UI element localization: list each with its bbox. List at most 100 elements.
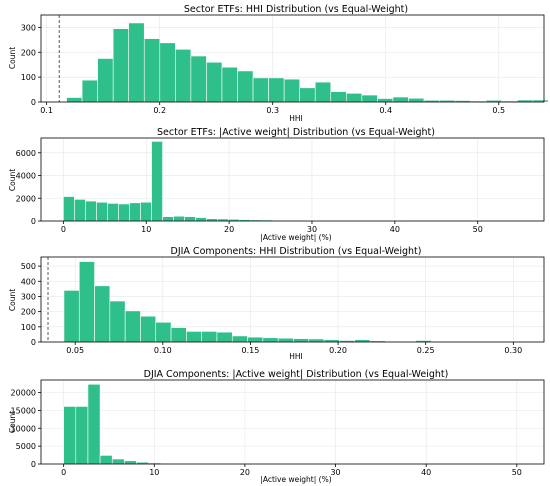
chart-title: Sector ETFs: HHI Distribution (vs Equal-… bbox=[184, 4, 408, 15]
histogram-bar bbox=[124, 460, 137, 465]
x-tick-label: 0 bbox=[61, 225, 66, 234]
x-tick-label: 0.4 bbox=[379, 106, 392, 115]
histogram-bar bbox=[140, 201, 152, 222]
histogram-bar bbox=[283, 78, 300, 103]
histogram-bar bbox=[173, 215, 185, 222]
histogram-bar bbox=[159, 42, 176, 103]
chart-title: Sector ETFs: |Active weight| Distributio… bbox=[157, 127, 435, 138]
histogram-bar bbox=[268, 77, 285, 103]
x-tick-label: 40 bbox=[390, 225, 400, 234]
histogram-bar bbox=[155, 321, 172, 343]
x-axis-label: |Active weight| (%) bbox=[260, 475, 331, 484]
histogram-bar bbox=[112, 28, 130, 103]
y-tick-label: 100 bbox=[21, 323, 36, 332]
panel-sector-hhi: Sector ETFs: HHI Distribution (vs Equal-… bbox=[8, 4, 549, 123]
histogram-bar bbox=[345, 93, 363, 103]
histogram-bar bbox=[63, 196, 75, 222]
x-tick-label: 40 bbox=[421, 468, 431, 477]
y-tick-label: 300 bbox=[21, 292, 36, 301]
x-axis-label: HHI bbox=[289, 114, 303, 123]
histogram-bar bbox=[78, 261, 95, 343]
y-tick-label: 0 bbox=[31, 217, 36, 226]
plot-frame bbox=[40, 137, 545, 222]
histogram-bar bbox=[314, 81, 332, 103]
y-tick-label: 400 bbox=[21, 277, 36, 286]
histogram-bar bbox=[162, 216, 174, 222]
x-tick-label: 30 bbox=[307, 225, 317, 234]
histogram-bar bbox=[143, 38, 161, 103]
histogram-bar bbox=[97, 58, 114, 103]
panel-djia-hhi: DJIA Components: HHI Distribution (vs Eq… bbox=[8, 246, 545, 361]
y-tick-label: 20000 bbox=[11, 389, 36, 398]
histogram-bar bbox=[186, 331, 202, 343]
x-tick-label: 0.20 bbox=[329, 346, 347, 355]
histogram-bar bbox=[277, 337, 294, 343]
y-tick-label: 2000 bbox=[16, 194, 36, 203]
histogram-bar bbox=[252, 77, 269, 103]
y-tick-label: 6000 bbox=[16, 149, 36, 158]
histogram-bar bbox=[75, 406, 89, 465]
histogram-bar bbox=[81, 79, 98, 103]
histogram-bar bbox=[237, 70, 254, 103]
x-tick-label: 0.30 bbox=[504, 346, 522, 355]
histogram-bar bbox=[216, 331, 233, 343]
y-tick-label: 0 bbox=[31, 338, 36, 347]
x-tick-label: 10 bbox=[149, 468, 159, 477]
histogram-bar bbox=[247, 336, 264, 343]
panel-sector-active-weight: Sector ETFs: |Active weight| Distributio… bbox=[8, 127, 545, 242]
plot-frame bbox=[40, 14, 545, 103]
histogram-bar bbox=[175, 48, 192, 103]
y-axis-label: Count bbox=[8, 169, 17, 191]
histogram-bar bbox=[170, 327, 187, 343]
y-tick-label: 0 bbox=[31, 98, 36, 107]
histogram-bar bbox=[129, 202, 141, 222]
histogram-bar bbox=[151, 141, 163, 222]
histogram-bar bbox=[118, 203, 130, 222]
histogram-bar bbox=[109, 300, 126, 343]
x-tick-label: 10 bbox=[141, 225, 151, 234]
y-axis-label: Count bbox=[8, 411, 17, 433]
x-tick-label: 0.5 bbox=[492, 106, 505, 115]
y-tick-label: 200 bbox=[21, 308, 36, 317]
histogram-bar bbox=[231, 335, 248, 343]
x-tick-label: 0 bbox=[61, 468, 66, 477]
plot-frame bbox=[40, 256, 545, 343]
x-axis-label: HHI bbox=[289, 352, 303, 361]
x-tick-label: 20 bbox=[240, 468, 250, 477]
x-tick-label: 0.05 bbox=[66, 346, 84, 355]
histogram-bar bbox=[308, 338, 325, 343]
histogram-bar bbox=[221, 66, 238, 103]
y-tick-label: 4000 bbox=[16, 172, 36, 181]
histogram-bar bbox=[96, 201, 108, 222]
histogram-bar bbox=[94, 285, 111, 343]
histogram-bar bbox=[206, 61, 223, 103]
histogram-bar bbox=[201, 331, 218, 343]
histogram-bar bbox=[361, 94, 378, 103]
histogram-bar bbox=[190, 55, 207, 103]
x-tick-label: 0.25 bbox=[417, 346, 435, 355]
chart-title: DJIA Components: HHI Distribution (vs Eq… bbox=[171, 246, 422, 257]
x-tick-label: 0.1 bbox=[40, 106, 53, 115]
histogram-bar bbox=[124, 310, 141, 343]
y-axis-label: Count bbox=[8, 289, 17, 311]
histogram-bar bbox=[74, 199, 86, 222]
histogram-bar bbox=[392, 96, 409, 103]
panel-djia-active-weight: DJIA Components: |Active weight| Distrib… bbox=[8, 369, 545, 484]
y-tick-label: 200 bbox=[21, 48, 36, 57]
y-tick-label: 10000 bbox=[11, 424, 36, 433]
histogram-bar bbox=[63, 406, 77, 465]
plot-frame bbox=[40, 379, 545, 465]
y-tick-label: 300 bbox=[21, 23, 36, 32]
histogram-bar bbox=[99, 455, 113, 465]
x-tick-label: 0.15 bbox=[242, 346, 260, 355]
histogram-bar bbox=[66, 97, 83, 103]
x-tick-label: 50 bbox=[512, 468, 522, 477]
histogram-bar bbox=[195, 217, 207, 222]
y-axis-label: Count bbox=[8, 47, 17, 69]
x-tick-label: 30 bbox=[330, 468, 340, 477]
x-tick-label: 0.10 bbox=[154, 346, 172, 355]
x-axis-label: |Active weight| (%) bbox=[260, 233, 331, 242]
histogram-bar bbox=[299, 87, 316, 103]
x-tick-label: 20 bbox=[224, 225, 234, 234]
